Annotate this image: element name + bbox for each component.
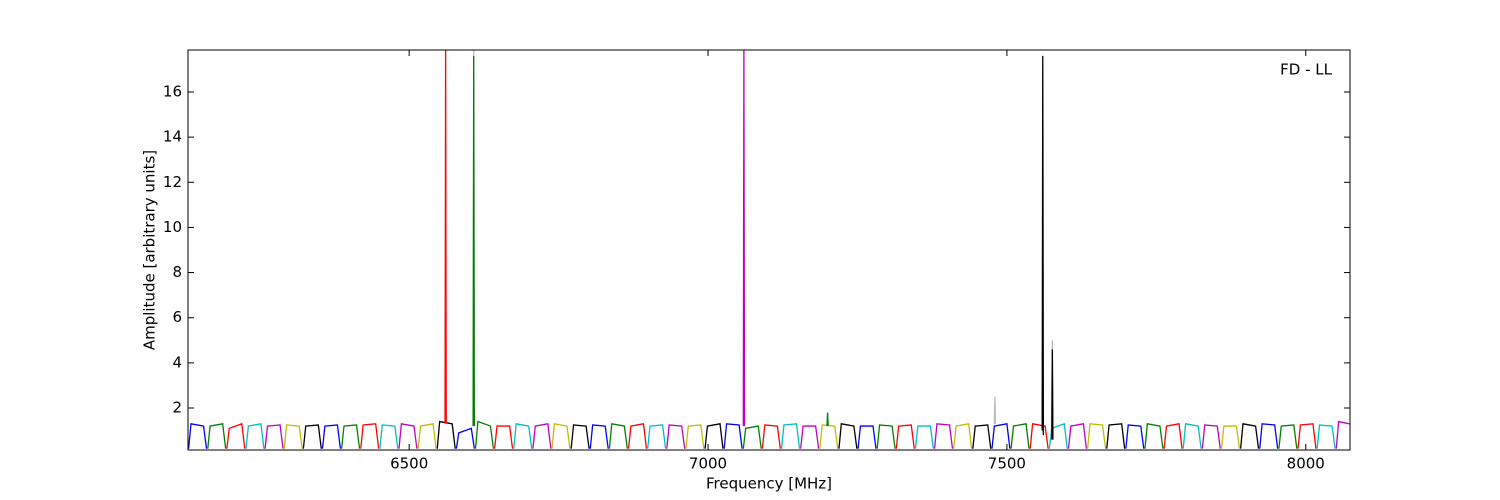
y-axis-label: Amplitude [arbitrary units]: [141, 150, 159, 350]
x-axis-label: Frequency [MHz]: [706, 475, 832, 493]
spectrum-line: [226, 422, 1317, 449]
x-tick-label: 8000: [1287, 455, 1325, 473]
spectrum-line: [264, 420, 1350, 449]
y-tick-label: 14: [163, 128, 182, 146]
x-tick-label: 7500: [988, 455, 1026, 473]
plot-frame: [187, 49, 1351, 451]
spectrum-line: [742, 50, 746, 427]
plot-lines: [188, 50, 1350, 449]
y-tick-label: 4: [172, 353, 182, 371]
y-tick-label: 8: [172, 263, 182, 281]
spectrum-line: [472, 55, 829, 427]
spectrum-line: [245, 422, 1336, 449]
y-tick-label: 10: [163, 218, 182, 236]
y-tick-label: 2: [172, 399, 182, 417]
annotation: FD - LL: [1280, 61, 1332, 79]
spectrum-line: [188, 423, 1279, 449]
y-tick-label: 16: [163, 82, 182, 100]
x-tick-label: 6500: [390, 455, 428, 473]
x-tick-label: 7000: [689, 455, 727, 473]
spectrum-line: [1041, 55, 1054, 440]
plot-area: [188, 50, 1350, 450]
y-tick-label: 12: [163, 173, 182, 191]
y-tick-label: 6: [172, 308, 182, 326]
spectrum-line: [444, 50, 447, 424]
spectrum-line: [207, 420, 1298, 449]
